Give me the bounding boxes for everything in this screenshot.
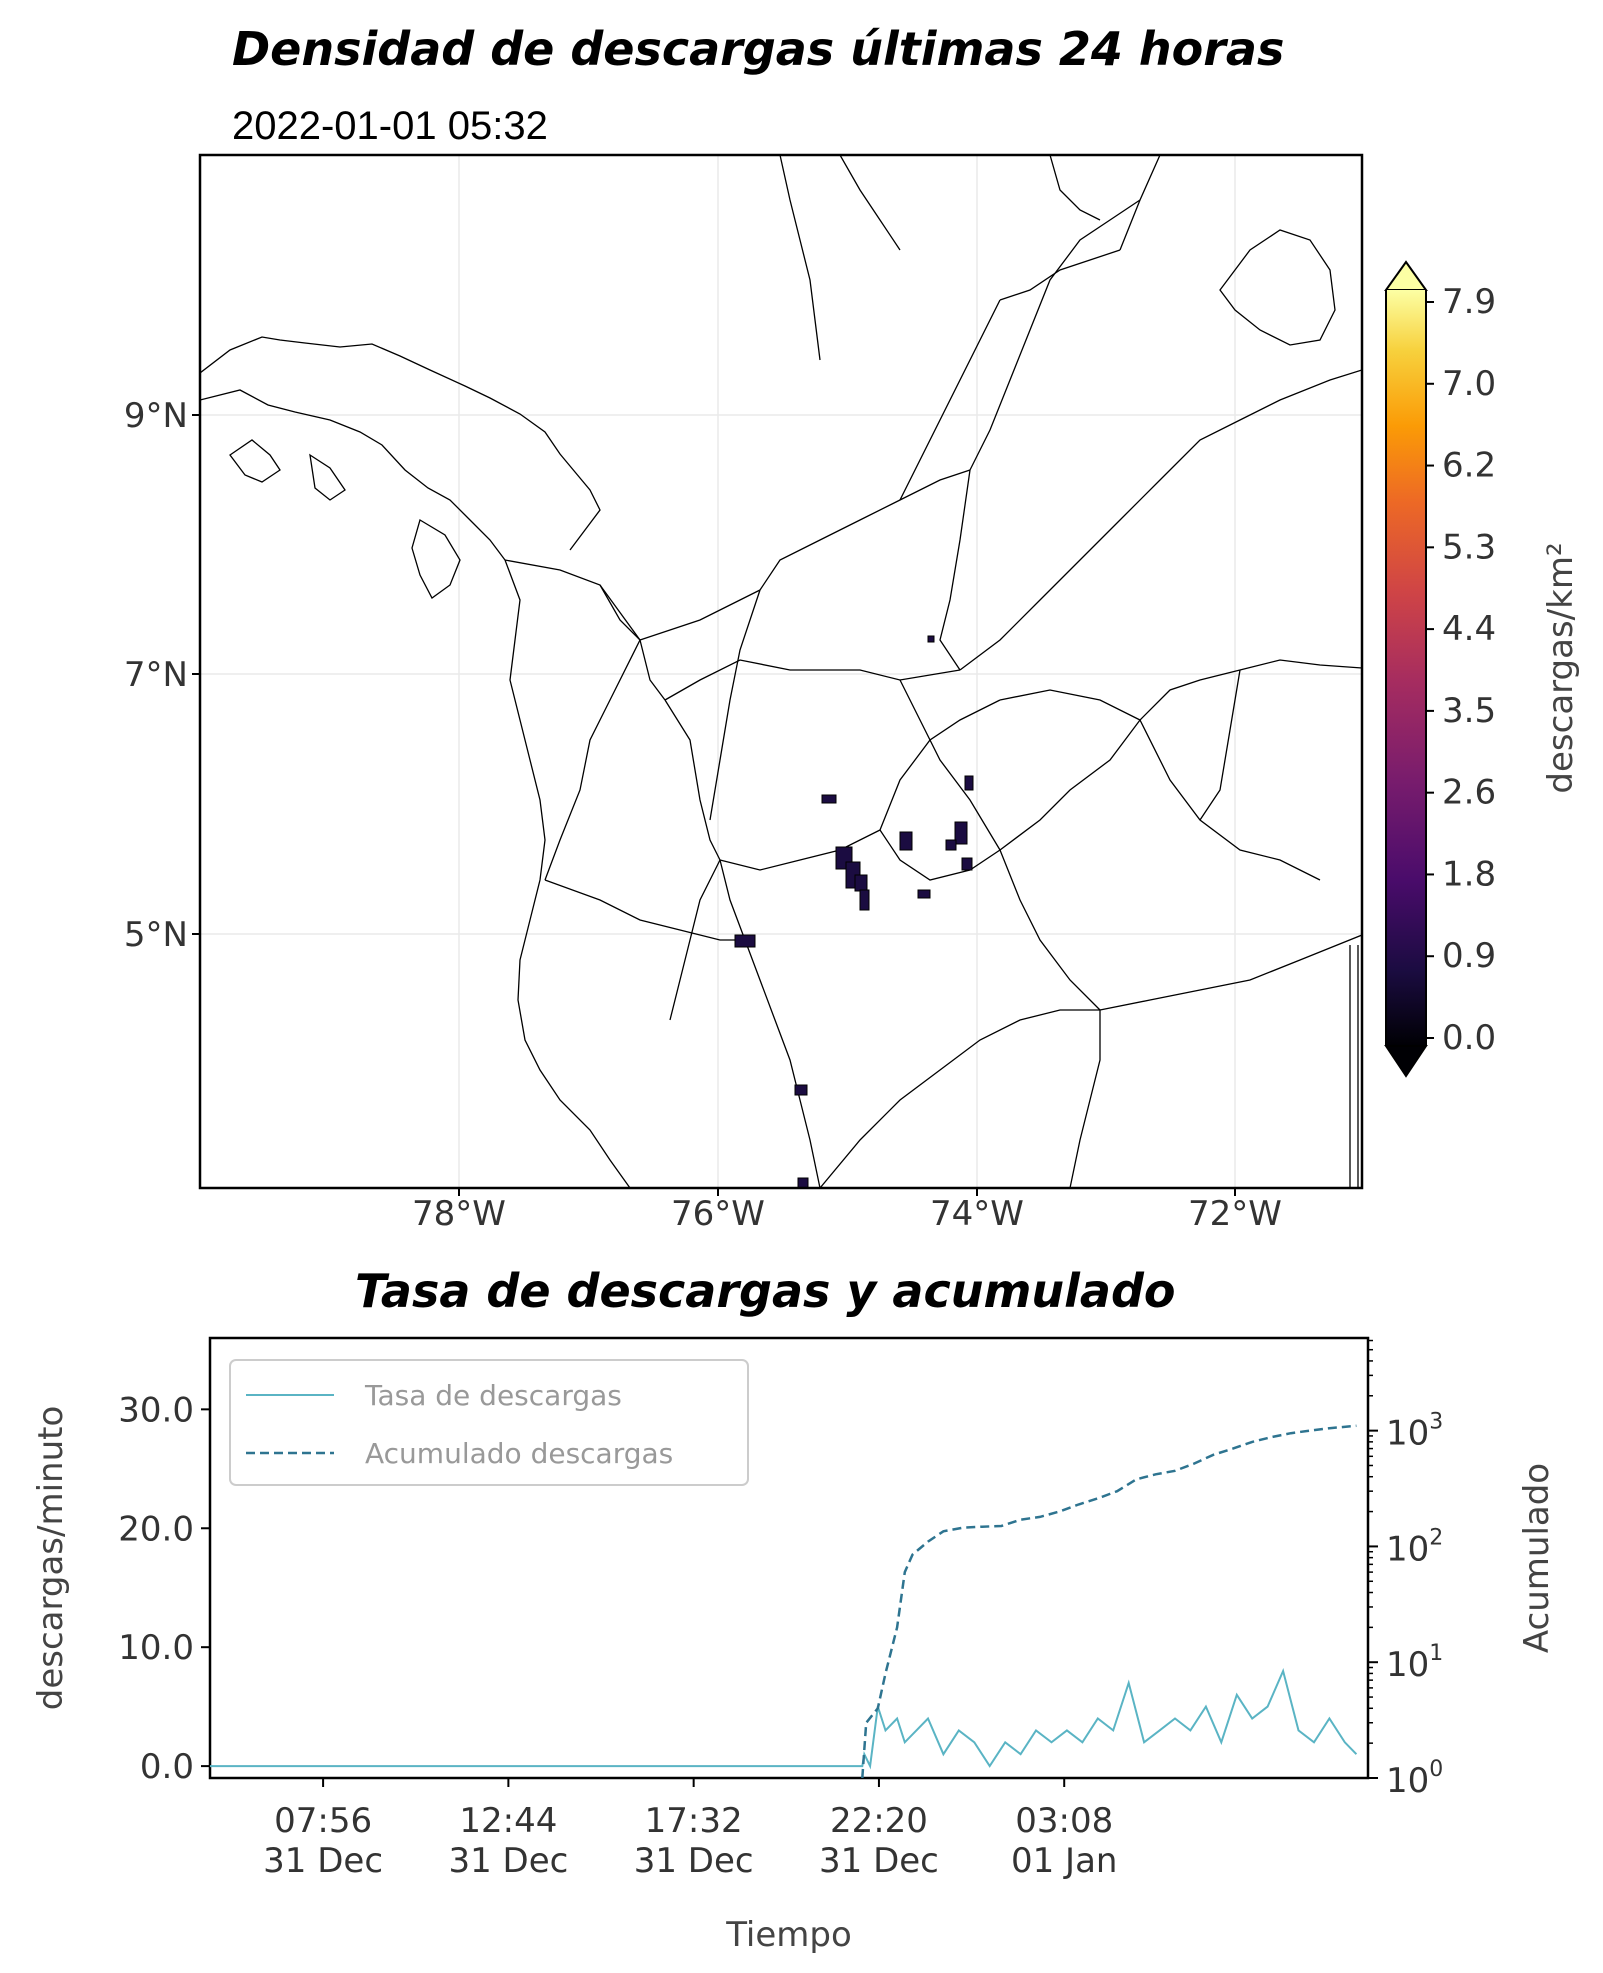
lon-label-76w: 76°W bbox=[671, 1194, 765, 1234]
chart-legend: Tasa de descargas Acumulado descargas bbox=[229, 1359, 749, 1486]
y-left-tick-label: 30.0 bbox=[118, 1390, 194, 1430]
lon-labels: 78°W 76°W 74°W 72°W bbox=[412, 1188, 1282, 1234]
colorbar-tick-label: 2.6 bbox=[1442, 773, 1496, 813]
colorbar-tick-label: 6.2 bbox=[1442, 446, 1496, 486]
x-tick-date: 31 Dec bbox=[263, 1841, 383, 1881]
y-axis-right-label: Acumulado bbox=[1517, 1463, 1557, 1653]
lon-label-74w: 74°W bbox=[930, 1194, 1024, 1234]
colorbar-tick-label: 0.0 bbox=[1442, 1018, 1496, 1058]
y-right-tick-label: 102 bbox=[1386, 1525, 1443, 1569]
legend-label-cumulative: Acumulado descargas bbox=[365, 1437, 673, 1470]
y-left-tick-label: 20.0 bbox=[118, 1509, 194, 1549]
map-boundaries bbox=[200, 155, 1362, 1188]
colorbar-tick-label: 0.9 bbox=[1442, 936, 1496, 976]
colorbar-tick-label: 7.0 bbox=[1442, 364, 1496, 404]
colorbar-ticks: 7.9 7.0 6.2 5.3 4.4 3.5 2.6 1.8 0.9 0.0 bbox=[1426, 282, 1496, 1058]
density-patches bbox=[734, 635, 974, 1189]
y-axis-left-label: descargas/minuto bbox=[31, 1406, 71, 1711]
x-axis-label: Tiempo bbox=[725, 1915, 852, 1955]
x-tick-date: 31 Dec bbox=[634, 1841, 754, 1881]
lon-label-78w: 78°W bbox=[412, 1194, 506, 1234]
colorbar-tick-label: 3.5 bbox=[1442, 691, 1496, 731]
x-tick-time: 03:08 bbox=[1015, 1801, 1113, 1841]
y-left-tick-label: 10.0 bbox=[118, 1628, 194, 1668]
colorbar-tick-label: 4.4 bbox=[1442, 609, 1496, 649]
x-tick-time: 17:32 bbox=[645, 1801, 743, 1841]
colorbar: 7.9 7.0 6.2 5.3 4.4 3.5 2.6 1.8 0.9 0.0 descargas… bbox=[1384, 260, 1581, 1078]
y-right-tick-label: 101 bbox=[1386, 1641, 1443, 1685]
colorbar-tick-label: 5.3 bbox=[1442, 527, 1496, 567]
series-cumulative-line bbox=[861, 1424, 1357, 1779]
x-tick-time: 22:20 bbox=[830, 1801, 928, 1841]
colorbar-tick-label: 7.9 bbox=[1442, 282, 1496, 322]
map-title: Densidad de descargas últimas 24 horas bbox=[232, 22, 1285, 76]
map-timestamp: 2022-01-01 05:32 bbox=[232, 104, 548, 148]
x-tick-time: 12:44 bbox=[459, 1801, 557, 1841]
lon-label-72w: 72°W bbox=[1188, 1194, 1282, 1234]
lat-label-7n: 7°N bbox=[124, 655, 188, 695]
x-tick-date: 31 Dec bbox=[819, 1841, 939, 1881]
y-right-tick-label: 103 bbox=[1386, 1410, 1443, 1454]
colorbar-tick-label: 1.8 bbox=[1442, 854, 1496, 894]
lat-label-9n: 9°N bbox=[124, 396, 188, 436]
colorbar-label: descargas/km² bbox=[1541, 542, 1581, 793]
lat-labels: 9°N 7°N 5°N bbox=[124, 396, 200, 955]
y-left-tick-label: 0.0 bbox=[140, 1747, 194, 1787]
x-tick-date: 01 Jan bbox=[1011, 1841, 1117, 1881]
chart-title: Tasa de descargas y acumulado bbox=[355, 1264, 1176, 1318]
legend-label-rate: Tasa de descargas bbox=[364, 1379, 622, 1412]
lat-label-5n: 5°N bbox=[124, 915, 188, 955]
series-rate-line bbox=[210, 1667, 1358, 1770]
x-tick-date: 31 Dec bbox=[448, 1841, 568, 1881]
y-right-tick-label: 100 bbox=[1386, 1757, 1443, 1801]
map-panel: 9°N 7°N 5°N 78°W 76°W 74°W 72°W bbox=[124, 153, 1364, 1234]
x-tick-time: 07:56 bbox=[274, 1801, 372, 1841]
